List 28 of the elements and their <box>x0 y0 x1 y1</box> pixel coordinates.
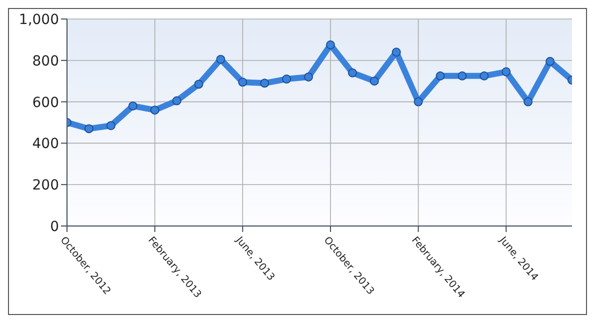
y-tick-label: 400 <box>32 136 59 152</box>
point <box>502 67 511 76</box>
point <box>436 71 445 80</box>
point <box>194 80 204 89</box>
point <box>304 72 314 82</box>
point <box>414 97 423 106</box>
point <box>282 74 292 84</box>
point <box>524 97 533 106</box>
point <box>128 101 138 110</box>
y-tick-label: 0 <box>50 218 59 235</box>
y-tick-label: 600 <box>32 94 59 111</box>
point <box>326 40 335 50</box>
y-tick-label: 1,000 <box>18 12 59 28</box>
point <box>546 56 555 66</box>
point <box>238 78 248 87</box>
point <box>106 121 116 130</box>
point <box>172 96 182 106</box>
point <box>392 48 401 57</box>
point <box>480 71 489 80</box>
point <box>216 54 226 64</box>
point <box>84 124 94 134</box>
y-tick-label: 800 <box>32 53 59 70</box>
point <box>458 71 467 80</box>
point <box>370 76 379 86</box>
point <box>260 78 270 88</box>
y-tick-label: 200 <box>32 178 59 194</box>
point <box>348 68 357 78</box>
point <box>150 106 160 115</box>
